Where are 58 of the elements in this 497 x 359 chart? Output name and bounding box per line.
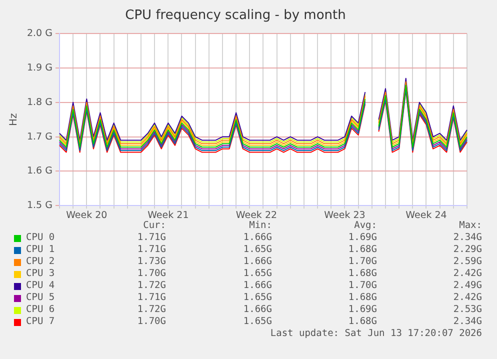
text: 1.69G [348, 304, 377, 316]
text: 1.68G [348, 244, 377, 256]
text: 2.34G [453, 316, 482, 328]
text: 1.66G [243, 280, 272, 292]
x-tick-label: Week 22 [236, 210, 278, 221]
text: 2.59G [453, 256, 482, 268]
text: 2.29G [453, 244, 482, 256]
text: 1.72G [137, 280, 166, 292]
y-tick-label: 2.0 G [26, 28, 52, 40]
text: 1.73G [137, 256, 166, 268]
legend-label: CPU 5 [26, 292, 55, 304]
y-tick-label: 1.8 G [26, 96, 52, 108]
x-tick-label: Week 24 [406, 210, 447, 221]
text: 1.70G [348, 280, 377, 292]
text: Min: [249, 220, 272, 232]
text: 1.69G [348, 232, 377, 244]
text: 1.71G [137, 232, 166, 244]
text: 1.70G [137, 268, 166, 280]
legend-label: CPU 4 [26, 280, 55, 292]
chart-title: CPU frequency scaling - by month [125, 8, 346, 24]
text: 1.71G [137, 244, 166, 256]
text: 1.70G [348, 256, 377, 268]
text: 1.66G [243, 304, 272, 316]
x-tick-label: Week 21 [148, 210, 189, 221]
legend-label: CPU 3 [26, 268, 55, 280]
text: 2.42G [453, 268, 482, 280]
text: 2.42G [453, 292, 482, 304]
legend-label: CPU 6 [26, 304, 55, 316]
text: Cur: [143, 220, 166, 232]
text: Max: [459, 220, 482, 232]
text: 1.65G [243, 244, 272, 256]
text: 1.68G [348, 292, 377, 304]
text: 1.68G [348, 268, 377, 280]
text: 2.53G [453, 304, 482, 316]
legend-label: CPU 1 [26, 244, 55, 256]
text: 1.65G [243, 268, 272, 280]
text: 1.65G [243, 292, 272, 304]
text: 1.66G [243, 256, 272, 268]
y-tick-label: 1.7 G [26, 131, 52, 142]
text: 1.71G [137, 292, 166, 304]
y-tick-label: 1.6 G [26, 166, 52, 177]
legend-label: CPU 7 [26, 316, 55, 328]
y-tick-label: 1.5 G [26, 200, 52, 212]
legend-label: CPU 0 [26, 232, 55, 244]
text: Avg: [354, 220, 377, 232]
y-axis-title: Hz [8, 113, 20, 126]
x-tick-label: Week 20 [66, 210, 108, 221]
text: 1.66G [243, 232, 272, 244]
text: 1.68G [348, 316, 377, 328]
text: 2.49G [453, 280, 482, 292]
text: Last update: Sat Jun 13 17:20:07 2026 [270, 328, 482, 340]
text: 1.65G [243, 316, 272, 328]
y-tick-label: 1.9 G [26, 62, 52, 74]
text: 1.70G [137, 316, 166, 328]
legend-label: CPU 2 [26, 256, 55, 268]
text: 2.34G [453, 232, 482, 244]
text: 1.72G [137, 304, 166, 316]
x-tick-label: Week 23 [324, 210, 366, 221]
